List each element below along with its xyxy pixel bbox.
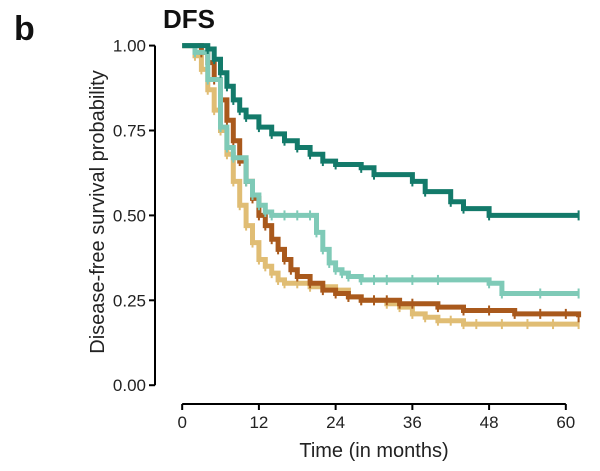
x-tick-label: 60: [556, 413, 575, 432]
panel-label: b: [14, 10, 35, 48]
x-tick-label: 36: [403, 413, 422, 432]
y-tick-label: 0.75: [113, 121, 146, 140]
y-tick-label: 0.50: [113, 206, 146, 225]
x-axis-title: Time (in months): [299, 440, 448, 462]
x-tick-label: 24: [326, 413, 345, 432]
y-tick-label: 0.00: [113, 376, 146, 395]
chart-title: DFS: [163, 4, 215, 34]
x-tick-label: 12: [249, 413, 268, 432]
x-tick-label: 0: [177, 413, 186, 432]
series-layer: [182, 43, 582, 330]
axis-layer: 0 12 24 36 48 60 0.00 0.25 0.50 0.75 1.00: [113, 37, 575, 432]
y-axis-title: Disease-free survival probability: [87, 70, 109, 353]
y-tick-label: 0.25: [113, 291, 146, 310]
km-curve-3: [182, 43, 579, 296]
x-tick-label: 48: [480, 413, 499, 432]
y-tick-label: 1.00: [113, 37, 146, 56]
